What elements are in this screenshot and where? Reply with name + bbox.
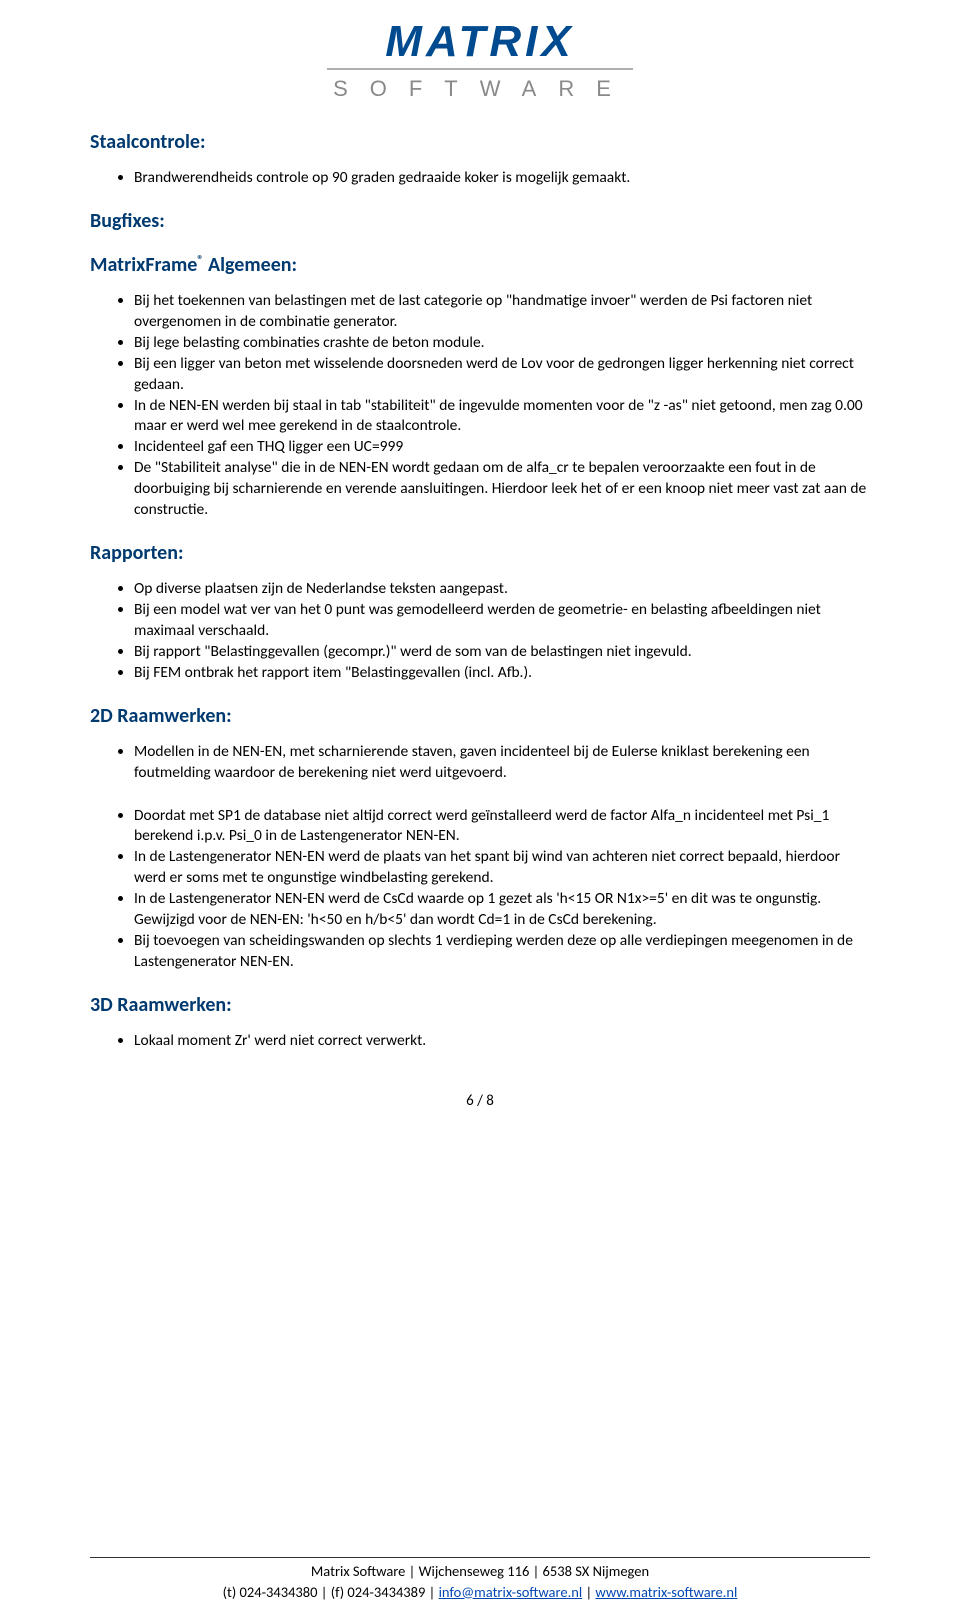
footer-sep: | [405,1562,418,1580]
list-item: De "Stabiliteit analyse" die in de NEN-E… [134,458,870,521]
logo-main-text: MATRIX [327,20,633,64]
footer-sep: | [529,1562,542,1580]
bullet-list: Bij het toekennen van belastingen met de… [90,291,870,521]
bullet-list: Brandwerendheids controle op 90 graden g… [90,168,870,189]
bullet-list: Modellen in de NEN-EN, met scharnierende… [90,742,870,784]
section-heading: Bugfixes: [90,209,870,233]
footer-sep: | [582,1583,595,1601]
footer-sep: | [317,1583,330,1601]
logo: MATRIX SOFTWARE [327,20,633,102]
list-item: Bij FEM ontbrak het rapport item "Belast… [134,663,870,684]
list-item: Bij rapport "Belastinggevallen (gecompr.… [134,642,870,663]
logo-block: MATRIX SOFTWARE [90,20,870,102]
section-heading: MatrixFrame® Algemeen: [90,253,870,277]
footer: Matrix Software | Wijchenseweg 116 | 653… [90,1557,870,1602]
content-body: Staalcontrole: Brandwerendheids controle … [90,130,870,1052]
list-item: Doordat met SP1 de database niet altijd … [134,806,870,848]
footer-company: Matrix Software [311,1562,405,1580]
footer-sep: | [425,1583,438,1601]
list-item: Bij lege belasting combinaties crashte d… [134,333,870,354]
section-heading: Rapporten: [90,541,870,565]
list-item: Bij een model wat ver van het 0 punt was… [134,600,870,642]
group-gap [90,792,870,806]
list-item: In de Lastengenerator NEN-EN werd de pla… [134,847,870,889]
footer-line-1: Matrix Software | Wijchenseweg 116 | 653… [90,1561,870,1581]
bullet-list: Doordat met SP1 de database niet altijd … [90,806,870,973]
list-item: Lokaal moment Zr' werd niet correct verw… [134,1031,870,1052]
list-item: Bij toevoegen van scheidingswanden op sl… [134,931,870,973]
footer-web-link[interactable]: www.matrix-software.nl [595,1583,737,1601]
footer-tel: (t) 024-3434380 [223,1583,318,1601]
page: MATRIX SOFTWARE Staalcontrole: Brandweren… [0,0,960,1622]
footer-email-link[interactable]: info@matrix-software.nl [439,1583,583,1601]
bullet-list: Lokaal moment Zr' werd niet correct verw… [90,1031,870,1052]
logo-sub-text: SOFTWARE [327,76,633,102]
footer-line-2: (t) 024-3434380 | (f) 024-3434389 | info… [90,1582,870,1602]
section-heading: 3D Raamwerken: [90,993,870,1017]
footer-postcode: 6538 SX Nijmegen [543,1562,650,1580]
footer-address: Wijchenseweg 116 [419,1562,530,1580]
list-item: Modellen in de NEN-EN, met scharnierende… [134,742,870,784]
logo-divider [327,68,633,70]
list-item: Bij een ligger van beton met wisselende … [134,354,870,396]
footer-fax: (f) 024-3434389 [331,1583,426,1601]
list-item: Brandwerendheids controle op 90 graden g… [134,168,870,189]
list-item: In de NEN-EN werden bij staal in tab "st… [134,396,870,438]
list-item: Incidenteel gaf een THQ ligger een UC=99… [134,437,870,458]
page-number: 6 / 8 [90,1092,870,1110]
section-heading: 2D Raamwerken: [90,704,870,728]
list-item: Bij het toekennen van belastingen met de… [134,291,870,333]
list-item: In de Lastengenerator NEN-EN werd de CsC… [134,889,870,931]
section-heading: Staalcontrole: [90,130,870,154]
list-item: Op diverse plaatsen zijn de Nederlandse … [134,579,870,600]
bullet-list: Op diverse plaatsen zijn de Nederlandse … [90,579,870,684]
